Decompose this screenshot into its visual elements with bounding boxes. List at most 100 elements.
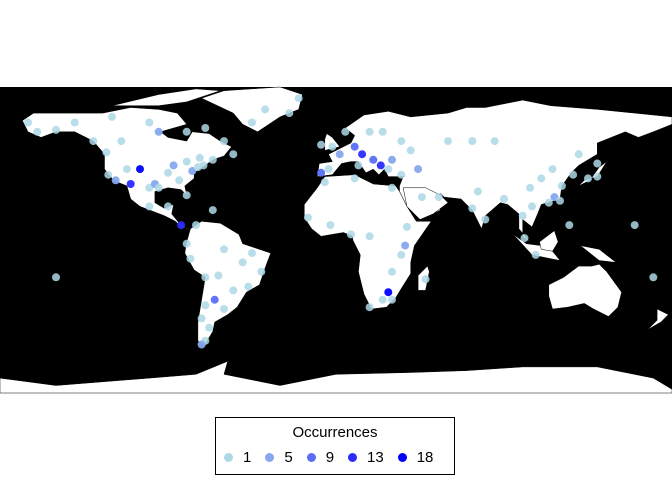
occurrence-point — [397, 137, 406, 146]
land-new-guinea — [580, 245, 617, 263]
occurrence-point — [201, 273, 210, 282]
occurrence-point — [569, 170, 578, 179]
occurrence-point — [346, 230, 355, 239]
occurrence-point — [188, 167, 197, 175]
occurrence-point — [24, 118, 32, 127]
occurrence-point — [257, 267, 266, 276]
occurrence-point — [537, 174, 546, 183]
occurrence-point — [402, 222, 411, 231]
occurrence-point — [89, 137, 98, 146]
land-borneo — [539, 230, 559, 252]
occurrence-point — [490, 137, 499, 146]
legend-dot-icon — [348, 453, 358, 462]
occurrence-point — [649, 273, 658, 282]
legend-entry: 9 — [306, 449, 334, 466]
occurrence-point — [468, 137, 477, 146]
occurrence-point — [145, 118, 154, 127]
occurrence-point — [574, 150, 583, 159]
occurrence-point — [192, 221, 200, 230]
occurrence-point — [326, 221, 335, 230]
legend-dot-icon — [397, 453, 407, 462]
occurrence-point — [261, 105, 270, 114]
occurrence-point — [556, 196, 564, 205]
occurrence-point — [52, 125, 60, 134]
occurrence-point — [531, 250, 540, 259]
occurrence-point — [182, 239, 191, 248]
occurrence-point — [317, 168, 326, 177]
legend: Occurrences 1 5 9 13 18 — [215, 417, 455, 475]
legend-label: 1 — [243, 449, 252, 466]
land-new-zealand — [647, 308, 669, 330]
occurrence-point — [328, 142, 337, 151]
occurrence-point — [324, 165, 333, 174]
occurrence-point — [444, 137, 452, 146]
occurrence-point — [378, 295, 387, 304]
occurrence-point — [205, 323, 214, 332]
occurrence-point — [182, 127, 191, 136]
occurrence-points — [24, 94, 658, 349]
occurrence-point — [220, 137, 228, 146]
occurrence-point — [341, 127, 350, 136]
occurrence-point — [208, 155, 217, 164]
occurrence-point — [220, 305, 228, 313]
occurrence-point — [388, 295, 396, 304]
occurrence-point — [520, 234, 529, 243]
legend-label: 18 — [416, 449, 434, 466]
occurrence-point — [182, 157, 191, 166]
occurrence-point — [294, 94, 303, 103]
occurrence-point — [354, 161, 363, 170]
occurrence-point — [544, 198, 553, 207]
occurrence-point — [220, 245, 228, 254]
occurrence-point — [481, 215, 490, 224]
occurrence-point — [117, 137, 126, 146]
legend-entry: 18 — [397, 449, 434, 466]
occurrence-point — [177, 221, 186, 230]
occurrence-point — [365, 127, 374, 136]
occurrence-point — [201, 124, 210, 132]
occurrence-point — [358, 150, 367, 159]
legend-entry: 1 — [224, 449, 251, 466]
occurrence-point — [526, 183, 535, 192]
occurrence-point — [500, 195, 508, 203]
occurrence-point — [102, 148, 111, 157]
occurrence-point — [397, 250, 406, 259]
occurrence-point — [473, 187, 482, 196]
occurrence-point — [175, 176, 184, 185]
occurrence-point — [285, 109, 294, 118]
occurrence-point — [164, 202, 172, 211]
occurrence-point — [528, 202, 536, 211]
occurrence-point — [229, 286, 238, 295]
occurrence-point — [145, 202, 154, 211]
land-australia — [548, 264, 622, 317]
occurrence-point — [154, 127, 163, 136]
occurrence-point — [111, 176, 120, 185]
occurrence-point — [70, 118, 79, 127]
occurrence-point — [388, 155, 396, 164]
legend-dot-icon — [306, 453, 316, 462]
occurrence-point — [248, 249, 256, 258]
occurrence-point — [369, 155, 378, 164]
occurrence-point — [317, 140, 326, 149]
land-antarctica — [0, 360, 672, 394]
occurrence-point — [304, 213, 312, 222]
occurrence-point — [201, 301, 210, 310]
occurrence-point — [365, 232, 374, 241]
legend-entry: 13 — [348, 449, 384, 466]
occurrence-point — [33, 127, 42, 136]
occurrence-point — [384, 288, 393, 297]
legend-dot-icon — [224, 453, 233, 462]
occurrence-point — [401, 241, 410, 250]
occurrence-point — [229, 150, 238, 159]
legend-label: 5 — [284, 449, 293, 466]
legend-items: 1 5 9 13 18 — [224, 449, 433, 466]
legend-entry: 5 — [265, 449, 293, 466]
occurrence-point — [104, 170, 113, 179]
occurrence-point — [208, 206, 217, 215]
occurrence-point — [126, 180, 135, 188]
occurrence-point — [350, 142, 359, 151]
occurrence-point — [145, 183, 154, 192]
occurrence-point — [557, 181, 566, 190]
occurrence-point — [214, 271, 223, 280]
occurrence-point — [414, 165, 423, 174]
occurrence-point — [248, 118, 256, 127]
